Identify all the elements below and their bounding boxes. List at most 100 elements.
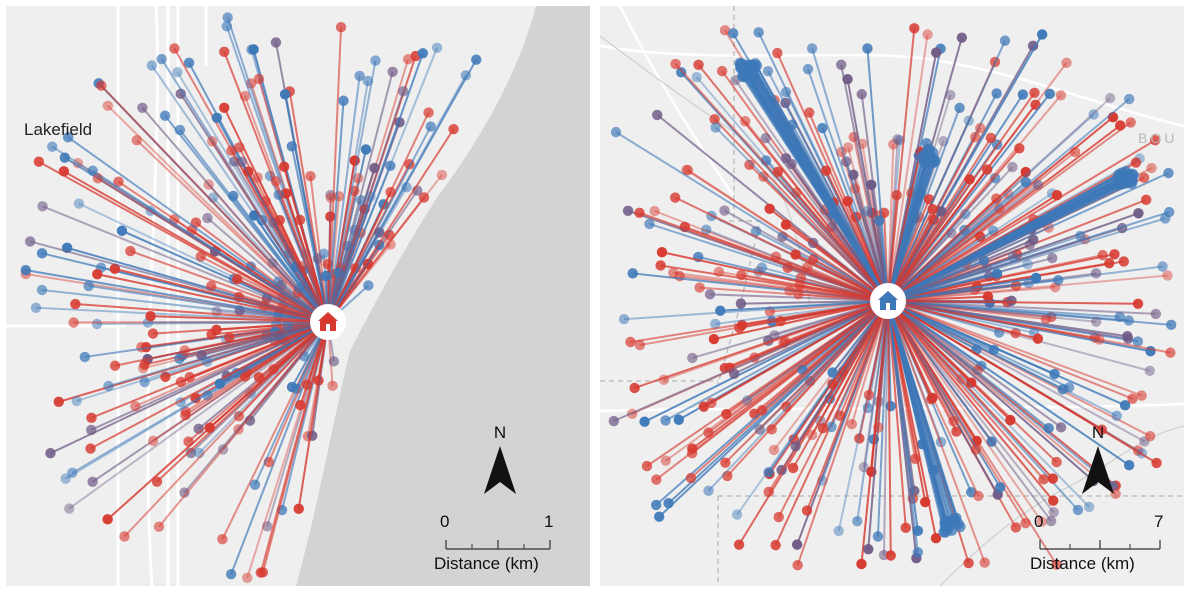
origin-point [73,198,85,209]
origin-point [146,60,158,71]
trip-line [887,40,1006,302]
trip-line [176,71,329,323]
origin-point [686,447,698,459]
origin-point [1038,474,1049,485]
trip-line [261,321,329,573]
trip-line [887,213,967,302]
origin-point [226,145,237,156]
origin-point [656,246,668,258]
origin-point [900,522,911,534]
scale-min-label: 0 [440,512,450,531]
origin-point [159,110,171,121]
trip-lines [608,23,1177,571]
origin-point [1151,457,1162,469]
trip-line [887,300,1054,502]
origin-point [762,65,774,77]
trip-line [29,240,329,323]
origin-point [1020,517,1031,529]
origin-point [842,74,853,85]
trip-line [613,300,889,422]
origin-point [1140,194,1152,206]
origin-point [938,526,950,538]
origin-point [991,88,1002,99]
origin-point [60,473,71,484]
origin-point [86,424,97,436]
trip-line [713,118,889,302]
origin-point [1047,473,1059,484]
origin-point [634,339,646,351]
trip-line [658,300,889,518]
trip-line [776,52,889,302]
origin-point [79,351,91,363]
origin-point [719,25,731,36]
scale-max-label: 7 [1154,512,1164,531]
origin-point [418,192,430,203]
origin-point [1162,270,1173,281]
origin-point [214,378,226,389]
trip-line [646,300,889,467]
trip-line [150,315,329,323]
scale-bar: 0 1 Distance (km) [434,512,584,582]
origin-point [1051,189,1063,201]
trip-line [887,34,929,302]
origin-point [1047,252,1058,264]
origin-point [982,291,994,302]
origin-point [754,424,765,435]
origin-point [138,363,149,374]
trip-line [887,168,988,302]
origin-point [1109,249,1120,260]
trip-line [777,171,889,302]
origin-point [448,123,459,135]
origin-point [706,397,717,409]
origin-point [710,122,721,133]
trip-line [152,321,329,442]
origin-point [820,165,832,176]
origin-point [945,89,956,101]
origin-point [85,443,96,454]
origin-point [660,455,671,466]
origin-point [704,289,716,300]
trip-line [887,136,977,302]
origin-point [720,457,731,468]
origin-point [1053,274,1064,286]
origin-point [113,176,124,187]
origin-point [675,67,687,78]
origin-point [650,499,662,511]
origin-point [806,43,818,54]
origin-point [930,533,942,544]
trip-line [887,274,1168,302]
origin-point [92,173,104,184]
origin-point [1030,272,1042,284]
origin-point [1055,90,1067,101]
origin-point [1036,516,1047,527]
place-label-bou: BOU [1138,130,1178,146]
trip-line [165,321,329,378]
trip-line [887,300,1054,480]
trip-line [770,300,889,431]
origin-point [282,320,293,331]
origin-point [327,380,338,392]
origin-point [856,89,867,100]
trip-line [887,173,1120,302]
origin-point [53,396,64,408]
trip-line [886,300,955,520]
origin-point [1049,368,1060,380]
trip-line [887,300,1143,397]
trip-line [887,300,986,563]
origin-point [701,224,712,235]
origin-point [1083,501,1095,513]
origin-point [644,218,655,230]
trip-line [887,144,895,302]
trip-line [327,90,405,323]
origin-point [1149,135,1161,146]
trip-line [327,100,345,323]
origin-point [1122,331,1133,342]
origin-point [858,461,870,473]
origin-point [1020,166,1031,178]
origin-point [1130,157,1142,168]
origin-point [866,179,877,191]
origin-point [96,80,107,91]
origin-point [931,47,942,58]
origin-point [655,260,666,271]
origin-point [753,27,764,38]
